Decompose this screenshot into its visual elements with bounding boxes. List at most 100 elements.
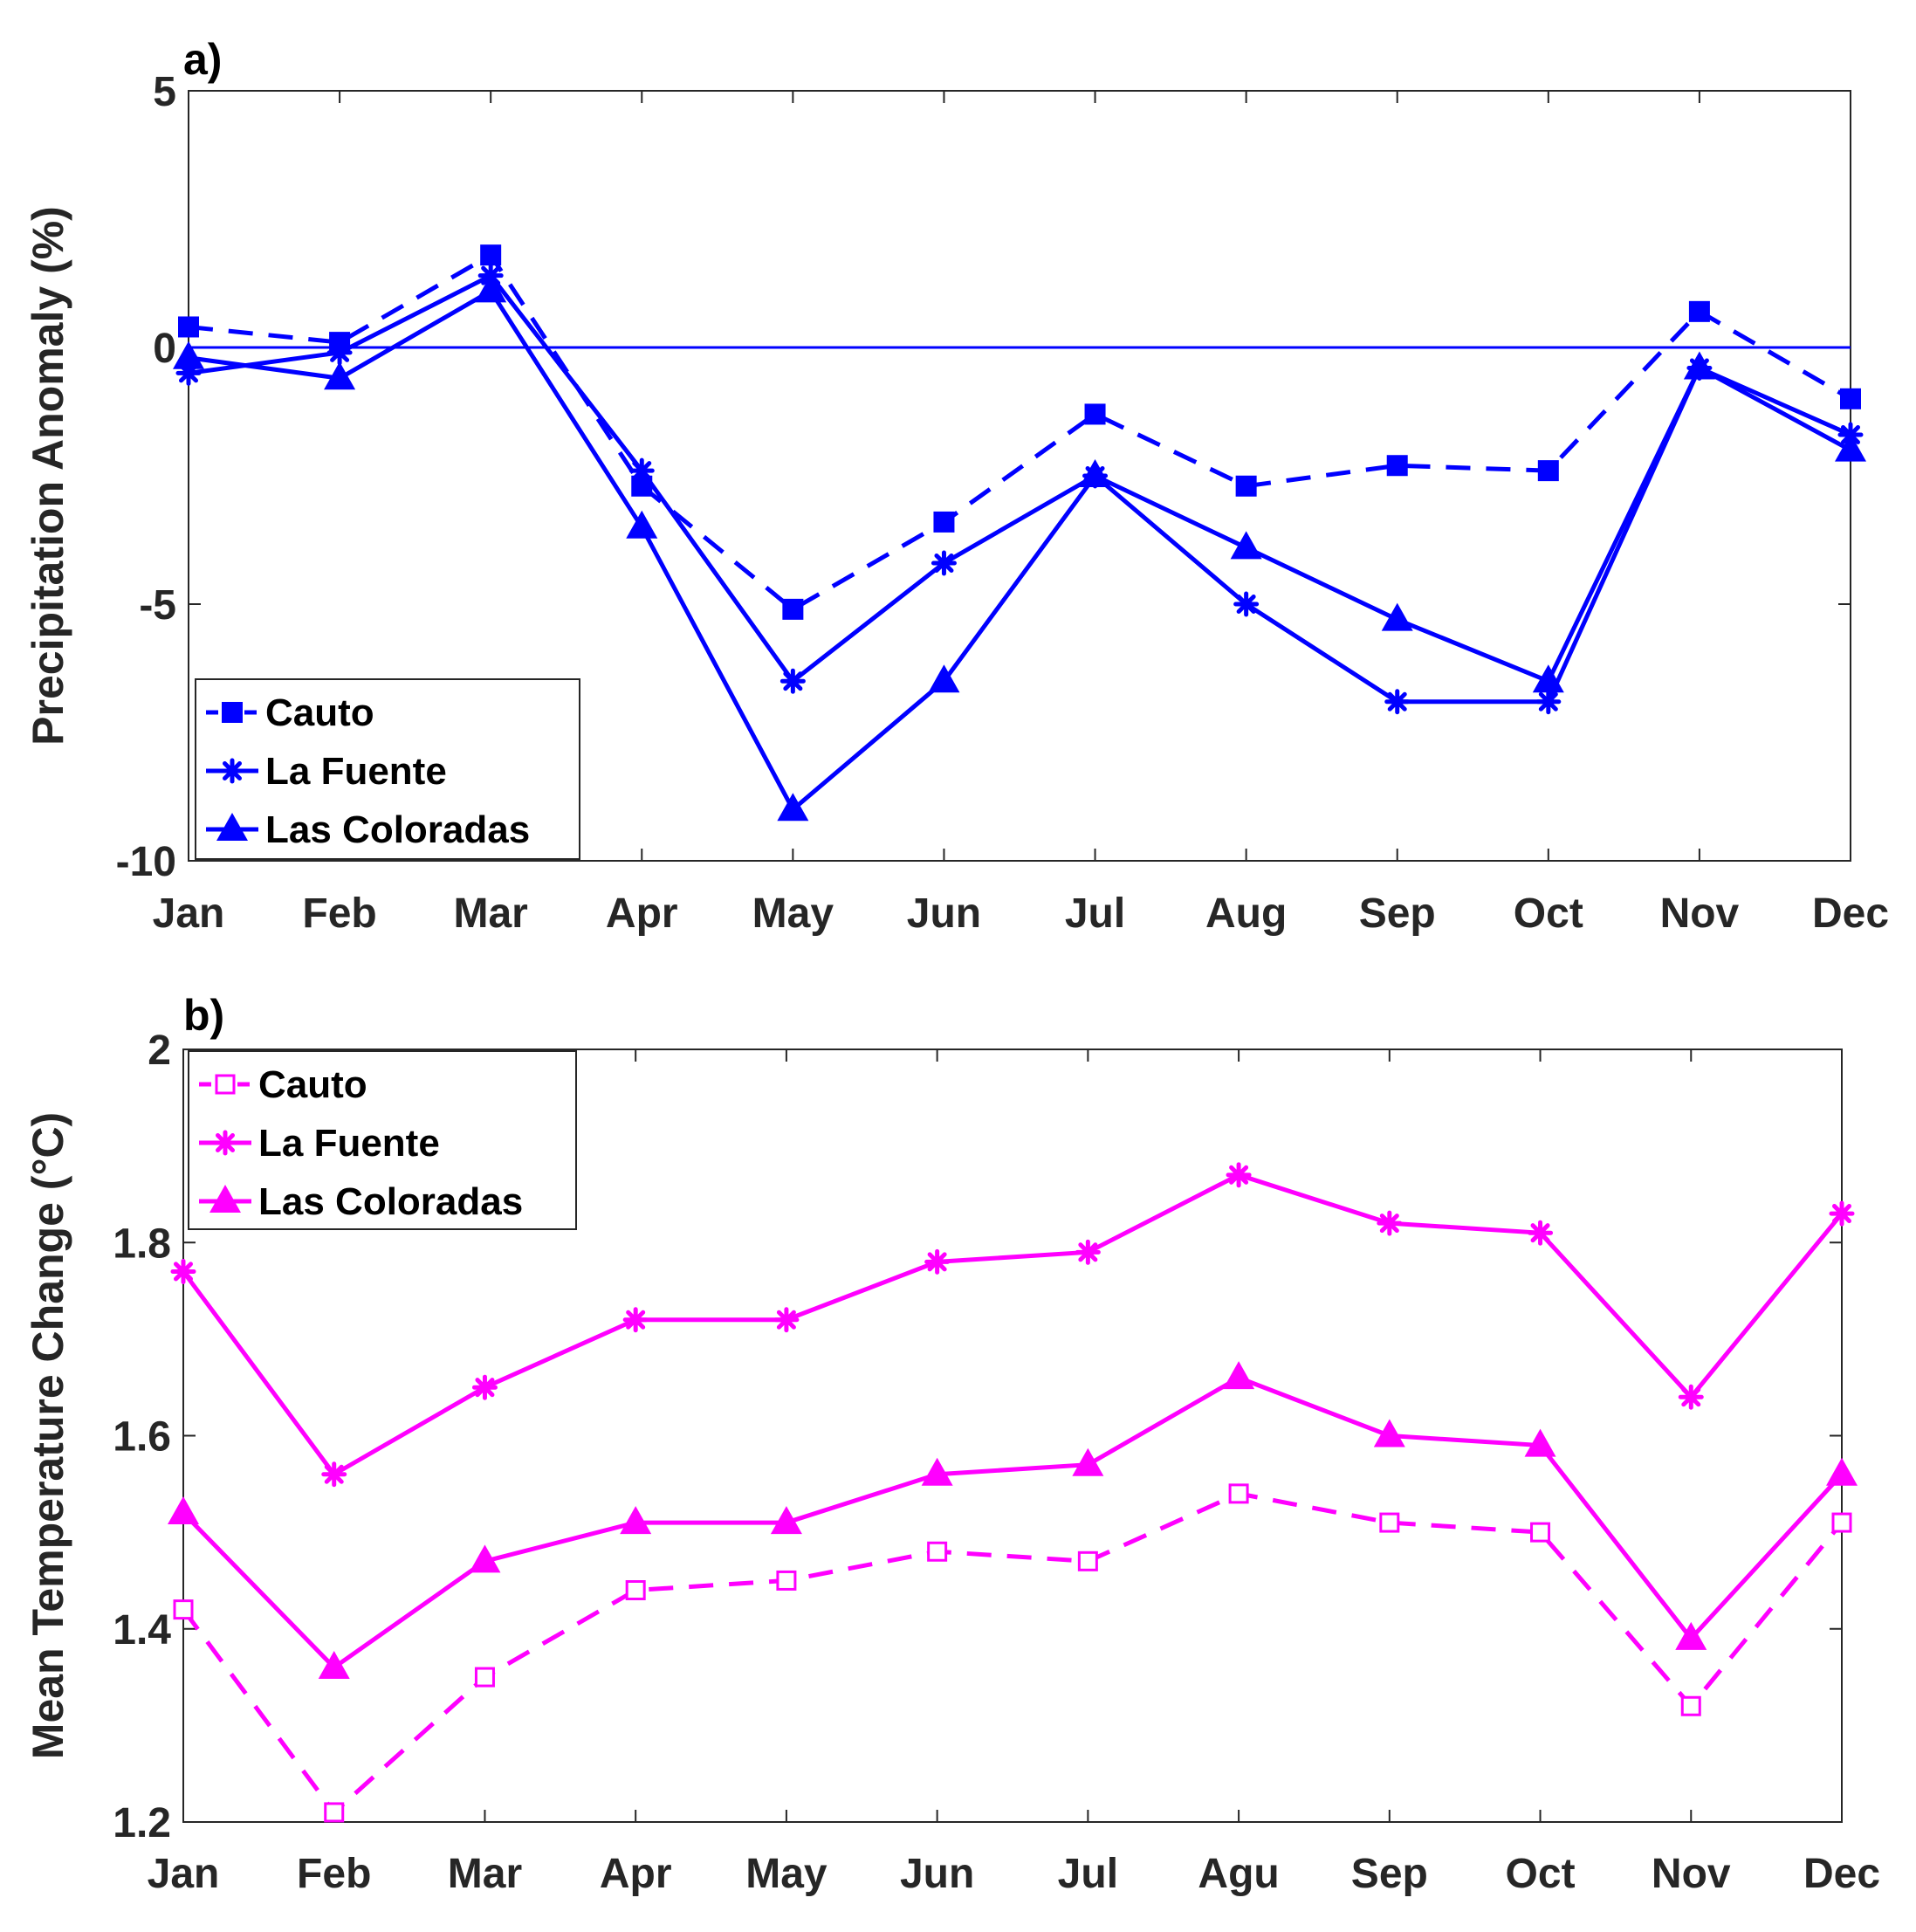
data-point-las-coloradas xyxy=(626,510,658,539)
data-point-las-coloradas xyxy=(620,1506,652,1535)
x-tick-label: Aug xyxy=(1205,890,1287,937)
data-point-cauto xyxy=(1084,403,1106,425)
legend: Cauto La Fuente Las Coloradas xyxy=(188,1050,577,1230)
data-point-la-fuente xyxy=(1233,591,1260,617)
legend-label-las-coloradas: Las Coloradas xyxy=(258,1180,523,1223)
data-point-cauto xyxy=(776,1570,797,1591)
series-line-las-coloradas xyxy=(182,1375,1844,1670)
x-tick-label: Nov xyxy=(1660,890,1740,937)
data-point-las-coloradas xyxy=(928,664,960,693)
data-point-cauto xyxy=(933,511,955,533)
x-tick-label: Oct xyxy=(1514,890,1583,937)
x-tick-label: Feb xyxy=(297,1851,371,1897)
x-tick-label: Oct xyxy=(1506,1851,1576,1897)
x-tick-label: Mar xyxy=(448,1851,522,1897)
data-point-las-coloradas xyxy=(168,1496,199,1524)
y-tick-label: 1.4 xyxy=(113,1607,171,1654)
x-tick-label: Jan xyxy=(148,1851,220,1897)
x-tick-label: Mar xyxy=(454,890,528,937)
data-point-cauto xyxy=(927,1541,948,1562)
data-point-la-fuente xyxy=(779,668,806,694)
legend-marker-la-fuente xyxy=(219,758,245,784)
x-tick-label: Sep xyxy=(1359,890,1436,937)
data-point-cauto xyxy=(1235,475,1257,497)
y-tick-label: -10 xyxy=(116,839,176,885)
panel-a: a) Jan Feb Mar Apr May Jun Jul Aug Sep Oct Nov Dec 5 0… xyxy=(24,35,1889,937)
data-point-cauto xyxy=(324,1802,345,1823)
data-point-las-coloradas xyxy=(770,1506,802,1535)
data-point-la-fuente xyxy=(1829,1200,1855,1227)
legend-label-cauto: Cauto xyxy=(258,1063,367,1106)
data-point-la-fuente xyxy=(175,360,202,386)
panel-b: b) Jan Feb Mar Apr May Jun Jul Agu Sep Oct Nov Dec 2 1… xyxy=(24,991,1880,1897)
y-tick-label: 5 xyxy=(153,69,176,115)
series-cauto xyxy=(178,244,1861,620)
data-point-cauto xyxy=(1840,388,1861,409)
data-point-cauto xyxy=(1537,460,1559,482)
panel-label: b) xyxy=(183,991,224,1040)
legend-label-la-fuente: La Fuente xyxy=(258,1122,440,1165)
legend: Cauto La Fuente Las Coloradas xyxy=(195,678,580,860)
y-tick-label: 0 xyxy=(153,326,176,372)
data-point-cauto xyxy=(474,1667,495,1688)
legend-label-la-fuente: La Fuente xyxy=(265,750,447,793)
data-point-la-fuente xyxy=(1226,1162,1252,1188)
x-tick-label: Jun xyxy=(907,890,981,937)
y-tick-label: 2 xyxy=(148,1028,171,1074)
data-point-las-coloradas xyxy=(777,793,809,822)
data-point-las-coloradas xyxy=(324,361,356,390)
data-point-cauto xyxy=(1831,1512,1852,1533)
data-point-la-fuente xyxy=(170,1258,196,1284)
x-tick-label: Agu xyxy=(1198,1851,1279,1897)
x-tick-label: May xyxy=(752,890,834,937)
data-point-la-fuente xyxy=(471,1374,498,1400)
data-point-cauto xyxy=(1688,300,1710,322)
series-las-coloradas xyxy=(168,1361,1858,1679)
y-tick-label: -5 xyxy=(139,582,176,629)
data-point-la-fuente xyxy=(622,1307,649,1333)
legend-marker-las-coloradas xyxy=(209,1185,241,1213)
legend-marker-cauto xyxy=(222,702,243,723)
y-tick-label: 1.8 xyxy=(113,1220,171,1267)
data-point-cauto xyxy=(1680,1695,1701,1716)
legend-box xyxy=(188,1050,577,1230)
data-point-las-coloradas xyxy=(469,1544,501,1573)
x-tick-label: Feb xyxy=(302,890,376,937)
data-point-las-coloradas xyxy=(475,274,507,303)
data-point-las-coloradas xyxy=(1381,602,1413,631)
data-point-las-coloradas xyxy=(173,340,204,369)
legend-label-cauto: Cauto xyxy=(265,691,374,734)
data-point-la-fuente xyxy=(1384,689,1411,715)
legend-marker-las-coloradas xyxy=(216,813,248,841)
data-point-cauto xyxy=(1386,455,1408,477)
data-point-las-coloradas xyxy=(1835,433,1866,462)
x-tick-label: Nov xyxy=(1652,1851,1731,1897)
data-point-las-coloradas xyxy=(1532,664,1564,693)
y-axis-label: Precipitation Anomaly (%) xyxy=(24,206,72,746)
data-point-cauto xyxy=(782,598,804,620)
data-point-las-coloradas xyxy=(1230,531,1262,560)
data-point-la-fuente xyxy=(326,340,353,366)
legend-marker-la-fuente xyxy=(212,1130,238,1156)
panel-label: a) xyxy=(183,35,222,84)
data-point-cauto xyxy=(1077,1550,1098,1571)
x-tick-label: Jun xyxy=(900,1851,974,1897)
series-cauto xyxy=(173,1483,1852,1823)
data-point-la-fuente xyxy=(1377,1210,1403,1236)
y-axis-label: Mean Temperature Change (°C) xyxy=(24,1112,72,1759)
x-tick-label: Dec xyxy=(1812,890,1889,937)
x-tick-label: Jul xyxy=(1065,890,1125,937)
series-las-coloradas xyxy=(173,274,1866,822)
x-tick-label: Jul xyxy=(1058,1851,1118,1897)
data-point-la-fuente xyxy=(931,550,957,576)
x-tick-label: Sep xyxy=(1351,1851,1428,1897)
data-point-cauto xyxy=(1379,1512,1400,1533)
data-point-las-coloradas xyxy=(1826,1457,1858,1486)
data-point-la-fuente xyxy=(924,1248,951,1275)
data-point-cauto xyxy=(625,1580,646,1600)
x-tick-label: May xyxy=(745,1851,828,1897)
data-point-las-coloradas xyxy=(1675,1621,1707,1650)
data-point-las-coloradas xyxy=(921,1457,953,1486)
series-la-fuente xyxy=(175,263,1864,715)
